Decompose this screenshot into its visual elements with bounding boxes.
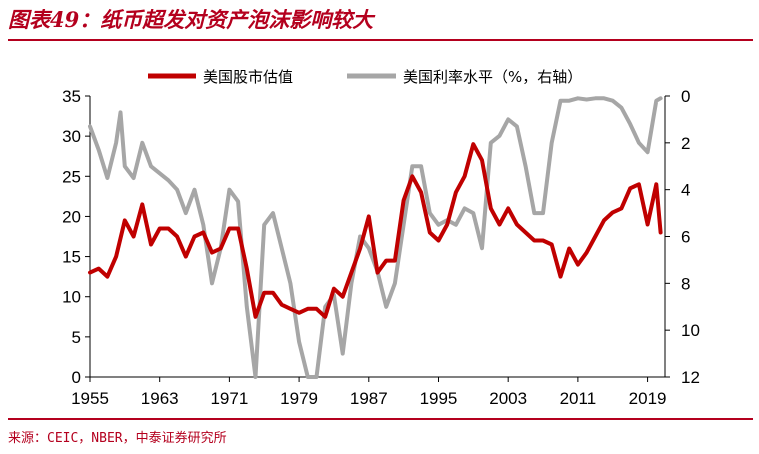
x-tick-label: 1971 <box>210 389 248 408</box>
x-tick-label: 1987 <box>350 389 388 408</box>
x-tick-label: 1955 <box>71 389 109 408</box>
right-tick-label: 10 <box>681 321 700 340</box>
left-tick-label: 35 <box>62 87 81 106</box>
right-tick-label: 2 <box>681 134 690 153</box>
right-tick-label: 12 <box>681 368 700 387</box>
left-tick-label: 30 <box>62 127 81 146</box>
x-tick-label: 2011 <box>560 389 597 408</box>
right-tick-label: 4 <box>681 181 690 200</box>
legend: 美国股市估值 美国利率水平（%，右轴） <box>148 68 582 86</box>
footer-rule <box>8 418 753 420</box>
right-tick-label: 8 <box>681 274 690 293</box>
title-rule <box>8 39 753 41</box>
series-line-valuation <box>88 142 663 319</box>
x-tick-label: 2019 <box>629 389 667 408</box>
left-tick-label: 0 <box>72 368 81 387</box>
x-axis-ticks: 1955 1963 1971 1979 1987 1995 2003 2011 2019 <box>71 377 666 408</box>
source-note: 来源：CEIC，NBER，中泰证券研究所 <box>8 431 227 446</box>
legend-item-valuation: 美国股市估值 <box>148 68 293 86</box>
left-tick-label: 25 <box>62 167 81 186</box>
left-tick-label: 15 <box>62 248 81 267</box>
left-axis-ticks: 0 5 10 15 20 25 30 35 <box>62 87 90 387</box>
left-tick-label: 10 <box>62 288 81 307</box>
chart-title: 图表49：纸币超发对资产泡沫影响较大 <box>8 7 374 32</box>
x-tick-label: 1995 <box>420 389 458 408</box>
right-tick-label: 6 <box>681 228 690 247</box>
series-line-rate <box>88 96 663 379</box>
legend-label-rate: 美国利率水平（%，右轴） <box>403 68 582 86</box>
left-tick-label: 20 <box>62 207 81 226</box>
x-tick-label: 1979 <box>280 389 318 408</box>
right-axis-ticks: 0 2 4 6 8 10 12 <box>665 87 700 387</box>
legend-label-valuation: 美国股市估值 <box>203 68 293 86</box>
left-tick-label: 5 <box>72 328 81 347</box>
right-tick-label: 0 <box>681 87 690 106</box>
x-tick-label: 1963 <box>141 389 179 408</box>
legend-item-rate: 美国利率水平（%，右轴） <box>347 68 582 86</box>
series-layer <box>88 96 663 379</box>
x-tick-label: 2003 <box>489 389 527 408</box>
